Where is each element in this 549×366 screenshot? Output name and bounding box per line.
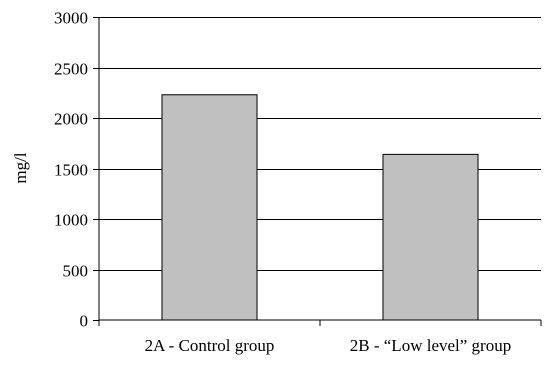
y-tick-label: 1500 [54,161,88,180]
y-tick-label: 500 [63,262,89,281]
y-axis-ticks [93,17,99,321]
y-tick-label: 3000 [54,9,88,28]
x-tick-label: 2A - Control group [145,336,275,355]
y-tick-label: 2000 [54,110,88,129]
x-tick-label: 2B - “Low level” group [350,336,511,355]
y-tick-label: 1000 [54,211,88,230]
y-axis-title: mg/l [11,152,30,183]
y-axis-tick-labels: 0 500 1000 1500 2000 2500 3000 [54,9,88,331]
y-tick-label: 0 [80,312,89,331]
x-axis-ticks [98,320,542,326]
y-tick-label: 2500 [54,60,88,79]
bar-0 [161,94,258,321]
bar-1 [382,153,479,321]
x-axis-tick-labels: 2A - Control group 2B - “Low level” group [145,336,512,355]
bars [161,94,479,321]
